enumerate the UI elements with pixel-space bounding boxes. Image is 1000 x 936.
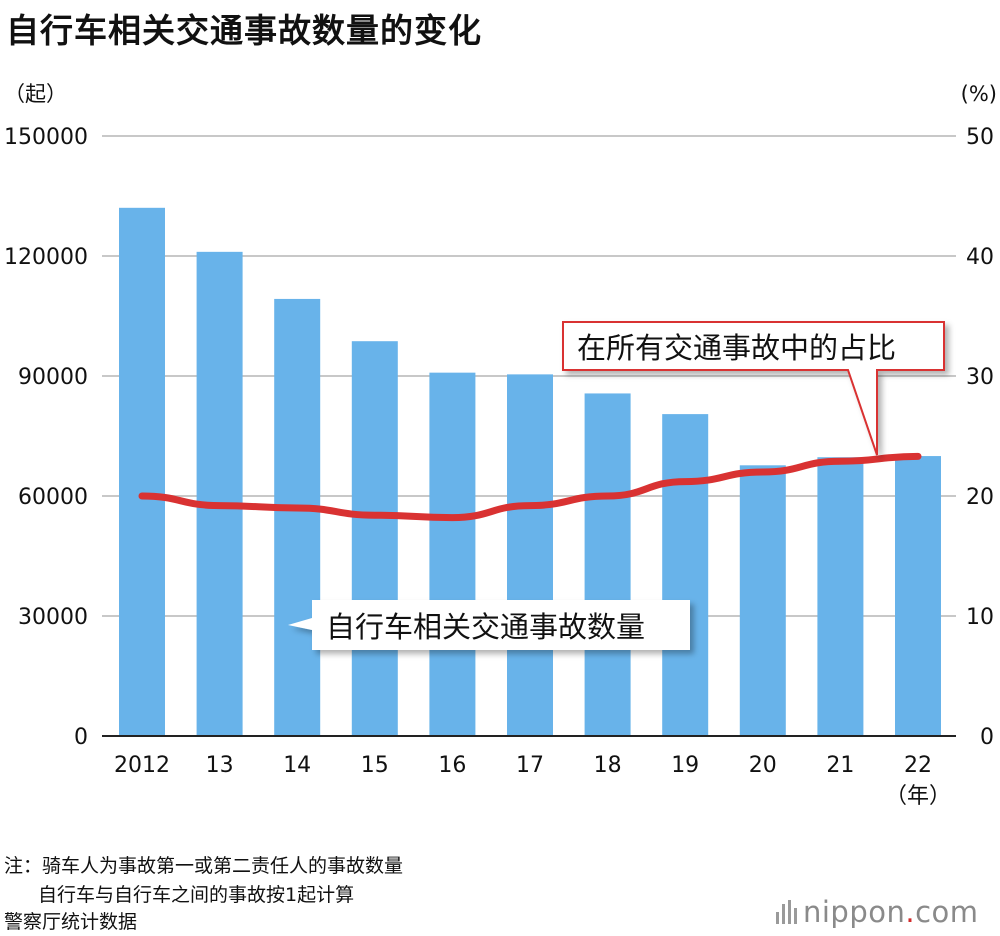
right-tick-label: 10: [966, 605, 994, 630]
right-tick-label: 40: [966, 245, 994, 270]
share-point: [682, 479, 688, 485]
bar: [739, 465, 786, 736]
x-tick-label: 17: [516, 753, 544, 778]
share-point: [449, 515, 455, 521]
x-tick-label: 13: [206, 753, 234, 778]
share-point: [605, 493, 611, 499]
chart-title: 自行车相关交通事故数量的变化: [6, 11, 482, 50]
right-tick-label: 50: [966, 125, 994, 150]
left-tick-label: 30000: [18, 605, 88, 630]
right-tick-label: 0: [980, 725, 994, 750]
right-axis-unit: (%): [961, 82, 997, 106]
share-point: [372, 512, 378, 518]
logo-text: nippon.com: [803, 895, 979, 929]
x-tick-label: 15: [361, 753, 389, 778]
x-tick-label: 22: [904, 753, 932, 778]
bar: [119, 207, 165, 737]
bar: [196, 251, 243, 736]
line-callout-box: [562, 321, 945, 456]
share-point: [915, 453, 921, 459]
x-tick-label: 20: [749, 753, 777, 778]
bar-callout-box: [288, 600, 690, 650]
bar: [351, 341, 398, 736]
left-tick-label: 150000: [4, 125, 88, 150]
x-tick-label: 2012: [114, 753, 170, 778]
x-tick-label: 21: [826, 753, 854, 778]
bar: [817, 457, 864, 736]
share-point: [217, 503, 223, 509]
right-tick-label: 20: [966, 485, 994, 510]
logo-mark-icon: [776, 900, 797, 924]
bar: [429, 372, 476, 736]
right-tick-label: 30: [966, 365, 994, 390]
bar: [584, 393, 631, 736]
left-axis-unit: （起）: [4, 82, 67, 106]
share-point: [760, 469, 766, 475]
line-series-callout: [562, 321, 945, 456]
x-axis-unit: （年）: [885, 784, 951, 809]
bar: [507, 374, 553, 736]
bar: [895, 456, 941, 736]
share-point: [527, 503, 533, 509]
share-point: [837, 458, 843, 464]
bar: [662, 414, 709, 736]
bar-series-callout: [288, 600, 690, 650]
x-tick-label: 14: [283, 753, 311, 778]
left-tick-label: 120000: [4, 245, 88, 270]
line-series-label: 在所有交通事故中的占比: [577, 331, 896, 365]
bar: [274, 298, 321, 736]
nippon-logo: nippon.com: [776, 894, 979, 930]
left-tick-label: 60000: [18, 485, 88, 510]
share-point: [139, 493, 145, 499]
share-point: [294, 505, 300, 511]
x-tick-label: 19: [671, 753, 699, 778]
chart: （起） (%) 0 0 30000 10 60000 20 90000 30 120000 40 1…: [4, 82, 997, 809]
footnote-1: 注：骑车人为事故第一或第二责任人的事故数量: [4, 855, 404, 877]
source-note: 警察厅统计数据: [4, 911, 138, 933]
bar-series-label: 自行车相关交通事故数量: [326, 610, 645, 644]
left-tick-label: 90000: [18, 365, 88, 390]
x-tick-label: 16: [438, 753, 466, 778]
footnote-2: 自行车与自行车之间的事故按1起计算: [38, 884, 355, 906]
left-tick-label: 0: [74, 725, 88, 750]
x-tick-label: 18: [594, 753, 622, 778]
